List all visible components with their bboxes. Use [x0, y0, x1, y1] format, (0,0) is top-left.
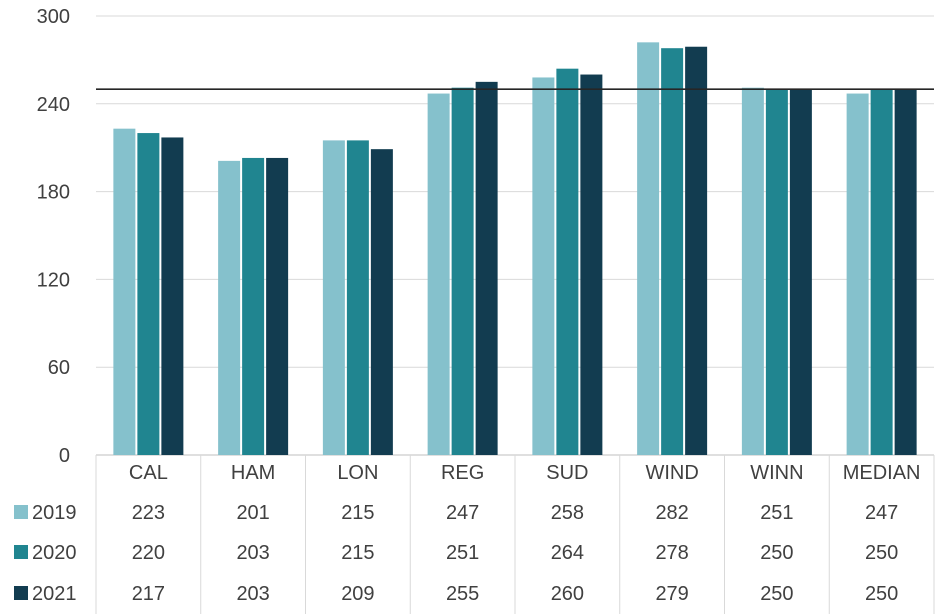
- bar: [370, 149, 393, 455]
- data-label: 279: [655, 583, 688, 605]
- data-label: 264: [551, 542, 584, 564]
- legend-label: 2021: [32, 583, 77, 605]
- bar: [789, 89, 812, 456]
- data-label: 250: [760, 583, 793, 605]
- data-label: 250: [865, 583, 898, 605]
- bar: [137, 133, 160, 456]
- category-label: REG: [441, 462, 484, 484]
- data-label: 203: [236, 542, 269, 564]
- data-label: 250: [865, 542, 898, 564]
- bar: [322, 140, 345, 455]
- data-label: 250: [760, 542, 793, 564]
- data-label: 251: [446, 542, 479, 564]
- category-label: WIND: [645, 462, 698, 484]
- data-label: 278: [655, 542, 688, 564]
- data-label: 223: [132, 502, 165, 524]
- legend-key: [14, 505, 28, 519]
- data-label: 247: [446, 502, 479, 524]
- bar: [556, 68, 579, 456]
- y-axis: 0 60 120 180 240 300: [37, 6, 70, 467]
- legend-label: 2020: [32, 542, 77, 564]
- bar: [427, 93, 450, 455]
- bar: [661, 48, 684, 456]
- data-label: 247: [865, 502, 898, 524]
- bar: [218, 160, 241, 455]
- data-label: 258: [551, 502, 584, 524]
- bar: [532, 77, 555, 456]
- data-label: 220: [132, 542, 165, 564]
- data-label: 215: [341, 502, 374, 524]
- bar: [475, 81, 498, 455]
- bar: [637, 42, 660, 456]
- y-tick-label: 240: [37, 94, 70, 116]
- category-label: MEDIAN: [843, 462, 921, 484]
- data-label: 260: [551, 583, 584, 605]
- bar: [346, 140, 369, 455]
- bar: [266, 157, 289, 455]
- y-tick-label: 300: [37, 6, 70, 28]
- bar: [741, 87, 764, 455]
- bar: [451, 87, 474, 455]
- bar: [580, 74, 603, 456]
- bar: [685, 46, 708, 455]
- legend-key: [14, 545, 28, 559]
- data-label: 209: [341, 583, 374, 605]
- bar: [846, 93, 869, 455]
- data-label: 255: [446, 583, 479, 605]
- y-tick-label: 60: [48, 357, 70, 379]
- data-label: 251: [760, 502, 793, 524]
- y-tick-label: 120: [37, 269, 70, 291]
- bars: [113, 42, 917, 456]
- bar: [765, 89, 788, 456]
- legend-key: [14, 586, 28, 600]
- bar: [113, 128, 136, 455]
- data-table: CAL HAM LON REG SUD WIND WINN MEDIAN 2019 223 201 2…: [14, 455, 935, 614]
- category-label: WINN: [750, 462, 803, 484]
- category-label: SUD: [546, 462, 588, 484]
- y-tick-label: 180: [37, 182, 70, 204]
- bar: [161, 137, 184, 455]
- legend-label: 2019: [32, 502, 77, 524]
- category-label: HAM: [231, 462, 275, 484]
- bar: [242, 157, 265, 455]
- data-label: 215: [341, 542, 374, 564]
- bar: [894, 89, 917, 456]
- data-label: 203: [236, 583, 269, 605]
- y-tick-label: 0: [59, 445, 70, 467]
- category-label: CAL: [129, 462, 168, 484]
- category-label: LON: [337, 462, 378, 484]
- bar: [870, 89, 893, 456]
- data-label: 217: [132, 583, 165, 605]
- data-label: 201: [236, 502, 269, 524]
- data-label: 282: [655, 502, 688, 524]
